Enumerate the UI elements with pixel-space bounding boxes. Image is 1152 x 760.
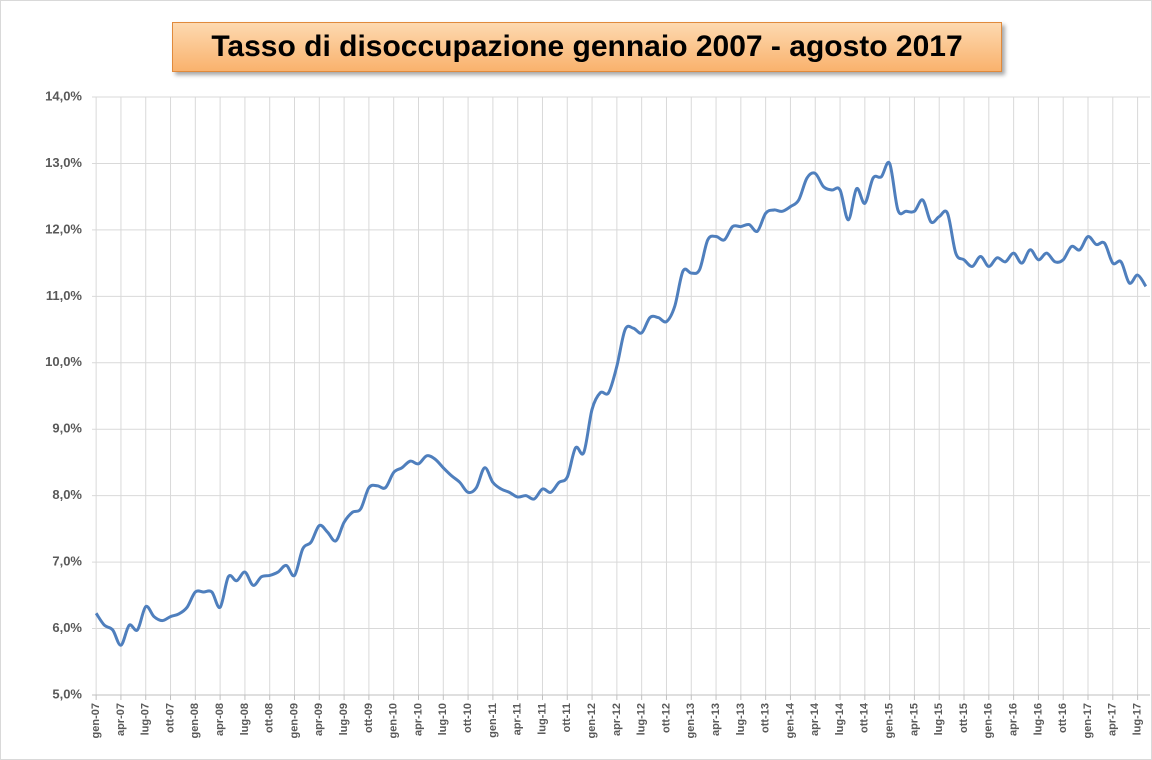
x-tick-label: lug-09 [338, 703, 350, 735]
y-tick-label: 8,0% [52, 487, 82, 502]
y-tick-label: 5,0% [52, 686, 82, 701]
y-tick-label: 10,0% [45, 354, 82, 369]
x-tick-label: lug-16 [1032, 703, 1044, 735]
x-tick-label: apr-11 [512, 703, 524, 735]
x-tick-label: lug-17 [1132, 703, 1144, 735]
x-tick-label: gen-14 [784, 702, 796, 738]
x-tick-label: ott-14 [859, 702, 871, 733]
chart-title: Tasso di disoccupazione gennaio 2007 - a… [172, 22, 1002, 72]
x-tick-label: lug-12 [636, 703, 648, 735]
x-tick-label: ott-09 [363, 703, 375, 733]
x-tick-label: apr-14 [809, 702, 821, 736]
x-tick-label: ott-10 [462, 703, 474, 733]
x-tick-label: gen-15 [884, 703, 896, 738]
x-tick-label: ott-15 [958, 703, 970, 733]
x-tick-label: apr-09 [313, 703, 325, 736]
x-tick-label: lug-14 [834, 702, 846, 735]
x-tick-label: gen-10 [388, 703, 400, 738]
x-tick-label: gen-12 [586, 703, 598, 738]
x-tick-label: apr-07 [115, 703, 127, 736]
x-tick-label: gen-16 [983, 703, 995, 738]
y-tick-label: 6,0% [52, 620, 82, 635]
x-tick-label: apr-15 [908, 703, 920, 736]
x-tick-label: lug-07 [140, 703, 152, 735]
x-tick-label: lug-15 [933, 703, 945, 735]
x-tick-label: lug-08 [239, 703, 251, 735]
x-tick-label: gen-17 [1082, 703, 1094, 738]
x-tick-label: gen-07 [90, 703, 102, 738]
x-tick-label: apr-12 [611, 703, 623, 736]
y-tick-label: 7,0% [52, 554, 82, 569]
x-tick-label: gen-08 [189, 703, 201, 738]
x-tick-label: lug-10 [437, 703, 449, 735]
x-tick-label: gen-09 [288, 703, 300, 738]
x-tick-label: ott-13 [760, 703, 772, 733]
y-tick-label: 13,0% [45, 155, 82, 170]
x-tick-label: apr-17 [1107, 703, 1119, 736]
x-tick-label: gen-11 [487, 703, 499, 738]
x-tick-label: ott-16 [1057, 703, 1069, 733]
x-tick-label: lug-13 [735, 703, 747, 735]
x-tick-label: lug-11 [536, 703, 548, 735]
y-tick-label: 11,0% [46, 288, 83, 303]
data-line [94, 160, 1148, 647]
x-tick-label: apr-08 [214, 703, 226, 736]
x-tick-label: apr-13 [710, 703, 722, 736]
x-tick-label: ott-11 [561, 703, 573, 732]
x-tick-label: apr-16 [1008, 703, 1020, 736]
x-tick-label: gen-13 [685, 703, 697, 738]
y-tick-label: 14,0% [45, 88, 82, 103]
y-tick-label: 12,0% [45, 221, 82, 236]
y-tick-label: 9,0% [52, 421, 82, 436]
x-tick-label: apr-10 [412, 703, 424, 736]
x-tick-label: ott-07 [164, 703, 176, 733]
x-tick-label: ott-12 [660, 703, 672, 733]
x-tick-label: ott-08 [264, 703, 276, 733]
